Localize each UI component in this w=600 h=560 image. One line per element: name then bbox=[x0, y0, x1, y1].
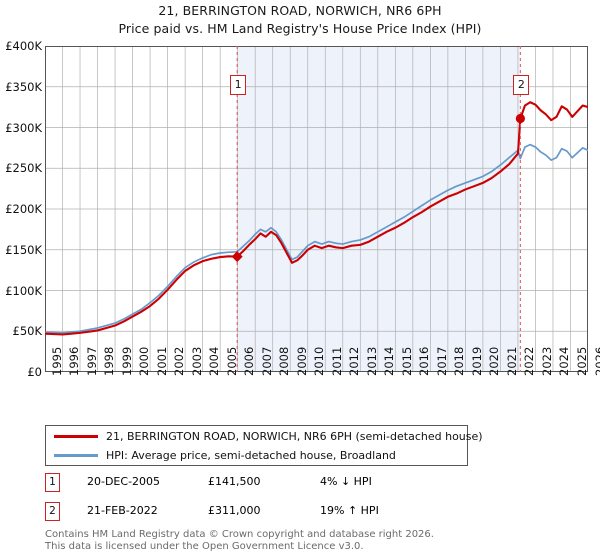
legend-item[interactable]: 21, BERRINGTON ROAD, NORWICH, NR6 6PH (s… bbox=[46, 427, 483, 446]
footer-attribution: Contains HM Land Registry data © Crown c… bbox=[45, 529, 590, 552]
x-axis-tick-label: 1997 bbox=[84, 346, 99, 376]
transaction-date: 20-DEC-2005 bbox=[87, 475, 161, 488]
y-axis-tick-label: £250K bbox=[5, 161, 42, 176]
legend-item-label: HPI: Average price, semi-detached house,… bbox=[106, 449, 396, 462]
x-axis-tick-label: 2005 bbox=[224, 346, 239, 376]
footer-line-1: Contains HM Land Registry data © Crown c… bbox=[45, 529, 434, 540]
x-axis-tick-label: 2011 bbox=[329, 346, 344, 376]
x-axis-tick-label: 2009 bbox=[294, 346, 309, 376]
chart-svg bbox=[45, 46, 588, 372]
y-axis-tick-label: £100K bbox=[5, 283, 42, 298]
x-axis-tick-label: 2015 bbox=[399, 346, 414, 376]
transaction-hpi-delta: 19% ↑ HPI bbox=[320, 504, 379, 517]
x-axis-tick-label: 2014 bbox=[382, 346, 397, 376]
event-marker-2[interactable]: 2 bbox=[513, 75, 530, 95]
x-axis-tick-label: 2020 bbox=[487, 346, 502, 376]
page-title: 21, BERRINGTON ROAD, NORWICH, NR6 6PH bbox=[158, 3, 442, 18]
event-marker-1[interactable]: 1 bbox=[230, 75, 247, 95]
y-axis-tick-label: £300K bbox=[5, 120, 42, 135]
x-axis-tick-label: 2019 bbox=[469, 346, 484, 376]
x-axis-tick-label: 2010 bbox=[312, 346, 327, 376]
x-axis-tick-label: 2000 bbox=[137, 346, 152, 376]
transaction-price: £311,000 bbox=[208, 504, 261, 517]
legend-item-label: 21, BERRINGTON ROAD, NORWICH, NR6 6PH (s… bbox=[106, 430, 483, 443]
footer-line-2: This data is licensed under the Open Gov… bbox=[45, 540, 364, 552]
x-axis-tick-label: 2018 bbox=[452, 346, 467, 376]
transaction-index-badge: 2 bbox=[45, 502, 60, 521]
chart-plot-area[interactable] bbox=[45, 46, 588, 372]
x-axis-tick-label: 2006 bbox=[242, 346, 257, 376]
page-subtitle: Price paid vs. HM Land Registry's House … bbox=[118, 21, 482, 36]
x-axis-tick-label: 2003 bbox=[189, 346, 204, 376]
x-axis-tick-label: 2024 bbox=[557, 346, 572, 376]
x-axis-tick-label: 2023 bbox=[539, 346, 554, 376]
y-axis-tick-label: £0 bbox=[27, 365, 42, 379]
transaction-price: £141,500 bbox=[208, 475, 261, 488]
transaction-row[interactable]: 2 21-FEB-2022 £311,000 19% ↑ HPI bbox=[45, 502, 465, 522]
x-axis-tick-label: 2004 bbox=[207, 346, 222, 376]
x-axis-tick-label: 2026 bbox=[592, 346, 600, 376]
transaction-row[interactable]: 1 20-DEC-2005 £141,500 4% ↓ HPI bbox=[45, 473, 465, 493]
y-axis-tick-label: £350K bbox=[5, 79, 42, 94]
x-axis-tick-label: 2013 bbox=[364, 346, 379, 376]
x-axis-tick-label: 2022 bbox=[522, 346, 537, 376]
x-axis-tick-label: 2012 bbox=[347, 346, 362, 376]
x-axis-tick-label: 2001 bbox=[154, 346, 169, 376]
x-axis-tick-label: 2016 bbox=[417, 346, 432, 376]
transaction-date: 21-FEB-2022 bbox=[87, 504, 158, 517]
transaction-hpi-delta: 4% ↓ HPI bbox=[320, 475, 372, 488]
y-axis-tick-label: £50K bbox=[12, 324, 43, 339]
y-axis-labels: £0 £50K £100K £150K £200K £250K £300K £350K £400… bbox=[0, 0, 45, 560]
y-axis-tick-label: £150K bbox=[5, 242, 42, 257]
x-axis-tick-label: 2002 bbox=[172, 346, 187, 376]
x-axis-tick-label: 1995 bbox=[49, 346, 64, 376]
x-axis-tick-label: 1996 bbox=[67, 346, 82, 376]
chart-legend: 21, BERRINGTON ROAD, NORWICH, NR6 6PH (s… bbox=[45, 425, 483, 466]
x-axis-tick-label: 2021 bbox=[504, 346, 519, 376]
legend-color-swatch bbox=[54, 454, 98, 457]
x-axis-tick-label: 2017 bbox=[434, 346, 449, 376]
x-axis-tick-label: 2007 bbox=[259, 346, 274, 376]
x-axis-tick-label: 1999 bbox=[119, 346, 134, 376]
transaction-index-badge: 1 bbox=[45, 473, 60, 492]
legend-color-swatch bbox=[54, 435, 98, 438]
x-axis-tick-label: 2008 bbox=[277, 346, 292, 376]
x-axis-tick-label: 2025 bbox=[574, 346, 589, 376]
y-axis-tick-label: £200K bbox=[5, 202, 42, 216]
x-axis-tick-label: 1998 bbox=[102, 346, 117, 376]
y-axis-tick-label: £400K bbox=[5, 39, 42, 53]
legend-item[interactable]: HPI: Average price, semi-detached house,… bbox=[46, 446, 465, 465]
